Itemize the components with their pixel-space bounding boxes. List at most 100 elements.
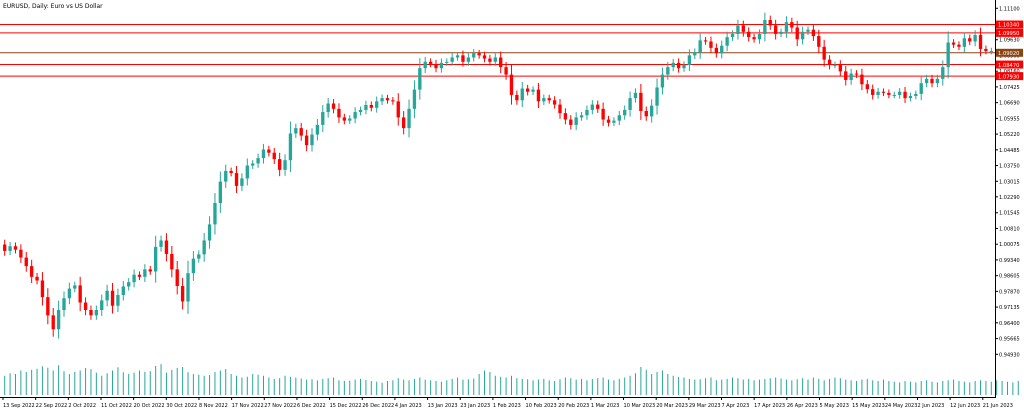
bullish-candle (531, 86, 535, 96)
bearish-candle (817, 29, 821, 54)
bearish-candle (930, 74, 934, 88)
bearish-candle (714, 43, 719, 58)
bearish-candle (35, 272, 39, 285)
x-tick-label: 15 May 2023 (852, 403, 885, 409)
bearish-candle (703, 37, 708, 45)
y-tick-label: 0.98605 (999, 274, 1020, 280)
x-tick-label: 2 Oct 2022 (68, 403, 96, 409)
bullish-candle (450, 53, 454, 66)
candles (3, 12, 993, 339)
y-tick-label: 1.07425 (999, 85, 1020, 91)
bullish-candle (186, 260, 190, 314)
bearish-candle (488, 54, 492, 66)
bearish-candle (639, 83, 643, 120)
y-tick-label: 1.11100 (999, 6, 1020, 12)
bullish-candle (914, 90, 918, 100)
y-tick-label: 1.06690 (999, 101, 1020, 107)
bullish-candle (197, 250, 201, 263)
bullish-candle (941, 60, 945, 86)
bearish-candle (396, 93, 400, 126)
bearish-candle (272, 147, 276, 164)
x-tick-label: 13 Sep 2022 (3, 403, 35, 409)
x-tick-label: 11 Oct 2022 (101, 403, 132, 409)
y-tick-label: 1.02290 (999, 195, 1020, 201)
bullish-candle (693, 48, 697, 60)
bullish-candle (159, 235, 163, 252)
y-tick-label: 0.94930 (999, 352, 1020, 358)
bearish-candle (865, 79, 869, 94)
bearish-candle (558, 99, 562, 119)
bullish-candle (660, 67, 665, 95)
bullish-candle (73, 281, 77, 293)
level-label: 1.09020 (998, 51, 1019, 57)
bearish-candle (957, 41, 961, 51)
bullish-candle (100, 294, 104, 316)
x-tick-label: 29 Mar 2023 (689, 403, 721, 409)
x-tick-label: 21 Jun 2023 (983, 403, 1013, 409)
bearish-candle (19, 244, 23, 263)
level-label: 1.09950 (998, 31, 1019, 37)
bearish-candle (903, 86, 907, 103)
bullish-candle (698, 33, 702, 59)
bullish-candle (358, 106, 363, 116)
bullish-candle (623, 105, 627, 120)
y-tick-label: 1.03750 (999, 164, 1020, 170)
x-tick-label: 27 Nov 2022 (264, 403, 296, 409)
level-price-labels: 1.10340 1.09950 1.09020 1.08470 1.07930 (996, 20, 1023, 80)
bearish-candle (984, 45, 988, 55)
bullish-candle (763, 12, 767, 42)
x-tick-label: 22 Sep 2022 (36, 403, 68, 409)
y-tick-label: 1.03015 (999, 179, 1020, 185)
bearish-candle (369, 101, 373, 112)
level-label: 1.08470 (998, 63, 1019, 69)
x-tick-label: 10 Feb 2023 (526, 403, 557, 409)
bearish-candle (51, 307, 55, 337)
bearish-candle (83, 297, 88, 316)
level-label: 1.07930 (998, 74, 1019, 80)
bullish-candle (919, 76, 923, 101)
bullish-candle (876, 88, 880, 99)
bullish-candle (736, 19, 740, 40)
bearish-candle (515, 90, 519, 105)
bearish-candle (461, 50, 465, 67)
bullish-candle (283, 154, 287, 176)
bearish-candle (175, 260, 179, 295)
y-tick-label: 0.96400 (999, 321, 1020, 327)
bullish-candle (143, 264, 147, 283)
bullish-candle (364, 100, 368, 115)
bullish-candle (315, 118, 320, 141)
bearish-candle (299, 122, 303, 141)
x-tick-label: 10 Mar 2023 (624, 403, 656, 409)
bullish-candle (908, 92, 913, 102)
bullish-candle (574, 112, 578, 131)
bullish-candle (127, 278, 131, 291)
x-tick-label: 26 Apr 2023 (787, 403, 818, 409)
bullish-candle (806, 26, 810, 36)
x-tick-label: 6 Dec 2022 (297, 403, 326, 409)
y-tick-label: 0.99340 (999, 258, 1020, 264)
bullish-candle (493, 53, 497, 66)
y-tick-label: 1.04485 (999, 148, 1020, 154)
bullish-candle (348, 115, 352, 124)
bullish-candle (973, 30, 977, 47)
bearish-candle (385, 94, 390, 104)
bearish-candle (768, 15, 772, 30)
bullish-candle (105, 284, 109, 307)
chart-title: EURUSD, Daily: Euro vs US Dollar (3, 3, 103, 10)
bearish-candle (148, 266, 152, 275)
bullish-candle (617, 110, 621, 126)
x-tick-label: 8 Nov 2022 (199, 403, 228, 409)
bearish-candle (822, 39, 826, 67)
bearish-candle (525, 84, 530, 96)
bullish-candle (224, 164, 228, 188)
bullish-candle (671, 58, 675, 72)
bearish-candle (752, 33, 756, 43)
bearish-candle (773, 19, 778, 40)
bearish-candle (267, 145, 271, 157)
bullish-candle (62, 291, 66, 317)
bullish-candle (935, 74, 940, 88)
bearish-candle (536, 82, 541, 109)
bearish-candle (887, 89, 891, 99)
x-tick-label: 20 Feb 2023 (558, 403, 589, 409)
